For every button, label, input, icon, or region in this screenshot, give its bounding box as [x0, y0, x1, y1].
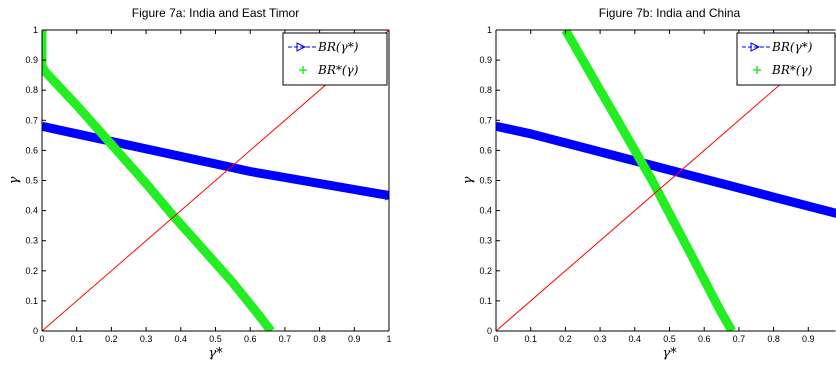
x-axis-label: γ* [208, 346, 223, 361]
legend-marker-br [296, 42, 307, 52]
y-tick-label: 1 [33, 25, 38, 35]
y-tick-label: 0.2 [25, 266, 38, 276]
y-tick-label: 0.4 [25, 206, 38, 216]
legend-box [282, 32, 388, 86]
x-tick-label: 0.6 [698, 334, 711, 344]
x-tick-label: 0.2 [105, 334, 118, 344]
legend-label-brstar: BR*(γ) [317, 63, 359, 77]
y-tick-label: 1 [487, 25, 492, 35]
y-tick-label: 0 [487, 326, 492, 336]
x-tick-label: 0.3 [140, 334, 153, 344]
x-tick-label: 0 [493, 334, 498, 344]
x-tick-label: 0.3 [594, 334, 607, 344]
legend-label-brstar: BR*(γ) [771, 63, 813, 77]
chart-title: Figure 7a: India and East Timor [132, 6, 299, 20]
series-line-0 [496, 121, 836, 218]
x-tick-label: 0.5 [209, 334, 222, 344]
y-tick-label: 0.9 [25, 55, 38, 65]
x-tick-label: 0.5 [663, 334, 676, 344]
legend-label-br: BR(γ*) [317, 40, 359, 54]
y-tick-label: 0.2 [479, 266, 492, 276]
legend-marker-br [750, 42, 761, 52]
x-tick-label: 0.1 [524, 334, 537, 344]
series-line-1 [561, 30, 736, 331]
y-tick-label: 0.5 [479, 176, 492, 186]
y-tick-label: 0.5 [25, 176, 38, 186]
x-tick-label: 0.8 [767, 334, 780, 344]
x-tick-label: 0 [39, 334, 44, 344]
series-line-0 [42, 121, 389, 200]
x-tick-label: 0.1 [70, 334, 83, 344]
y-tick-label: 0.9 [479, 55, 492, 65]
x-axis-label: γ* [662, 346, 677, 361]
y-tick-label: 0.8 [479, 85, 492, 95]
y-tick-label: 0.1 [25, 296, 38, 306]
y-tick-label: 0.3 [479, 236, 492, 246]
y-tick-label: 0.7 [25, 115, 38, 125]
y-tick-label: 0.4 [479, 206, 492, 216]
chart-1: Figure 7a: India and East Timor 0 0.1 0.2 0.… [7, 6, 392, 361]
legend: BR(γ*) BR*(γ) [736, 32, 836, 86]
y-axis-label: γ [7, 176, 22, 184]
y-tick-label: 0.6 [25, 145, 38, 155]
y-tick-label: 0 [33, 326, 38, 336]
x-tick-label: 0.2 [559, 334, 572, 344]
x-tick-label: 0.6 [244, 334, 257, 344]
x-tick-label: 1 [386, 334, 391, 344]
x-tick-label: 0.4 [175, 334, 188, 344]
legend-box [736, 32, 836, 86]
x-tick-label: 0.7 [733, 334, 746, 344]
x-tick-label: 0.7 [279, 334, 292, 344]
series-end-marker [385, 190, 389, 201]
x-tick-label: 0.9 [348, 334, 361, 344]
x-tick-label: 0.9 [802, 334, 815, 344]
y-axis-label: γ [461, 176, 476, 184]
y-tick-label: 0.3 [25, 236, 38, 246]
chart-2: Figure 7b: India and China 0 0.1 0.2 0.3 0.4 0… [461, 6, 836, 361]
x-tick-label: 0.4 [629, 334, 642, 344]
legend-label-br: BR(γ*) [771, 40, 813, 54]
chart-title: Figure 7b: India and China [599, 6, 741, 20]
series-line-1 [42, 30, 275, 331]
y-tick-label: 0.8 [25, 85, 38, 95]
legend: BR(γ*) BR*(γ) [282, 32, 388, 86]
y-tick-label: 0.1 [479, 296, 492, 306]
y-tick-label: 0.6 [479, 145, 492, 155]
x-tick-label: 0.8 [313, 334, 326, 344]
y-tick-label: 0.7 [479, 115, 492, 125]
